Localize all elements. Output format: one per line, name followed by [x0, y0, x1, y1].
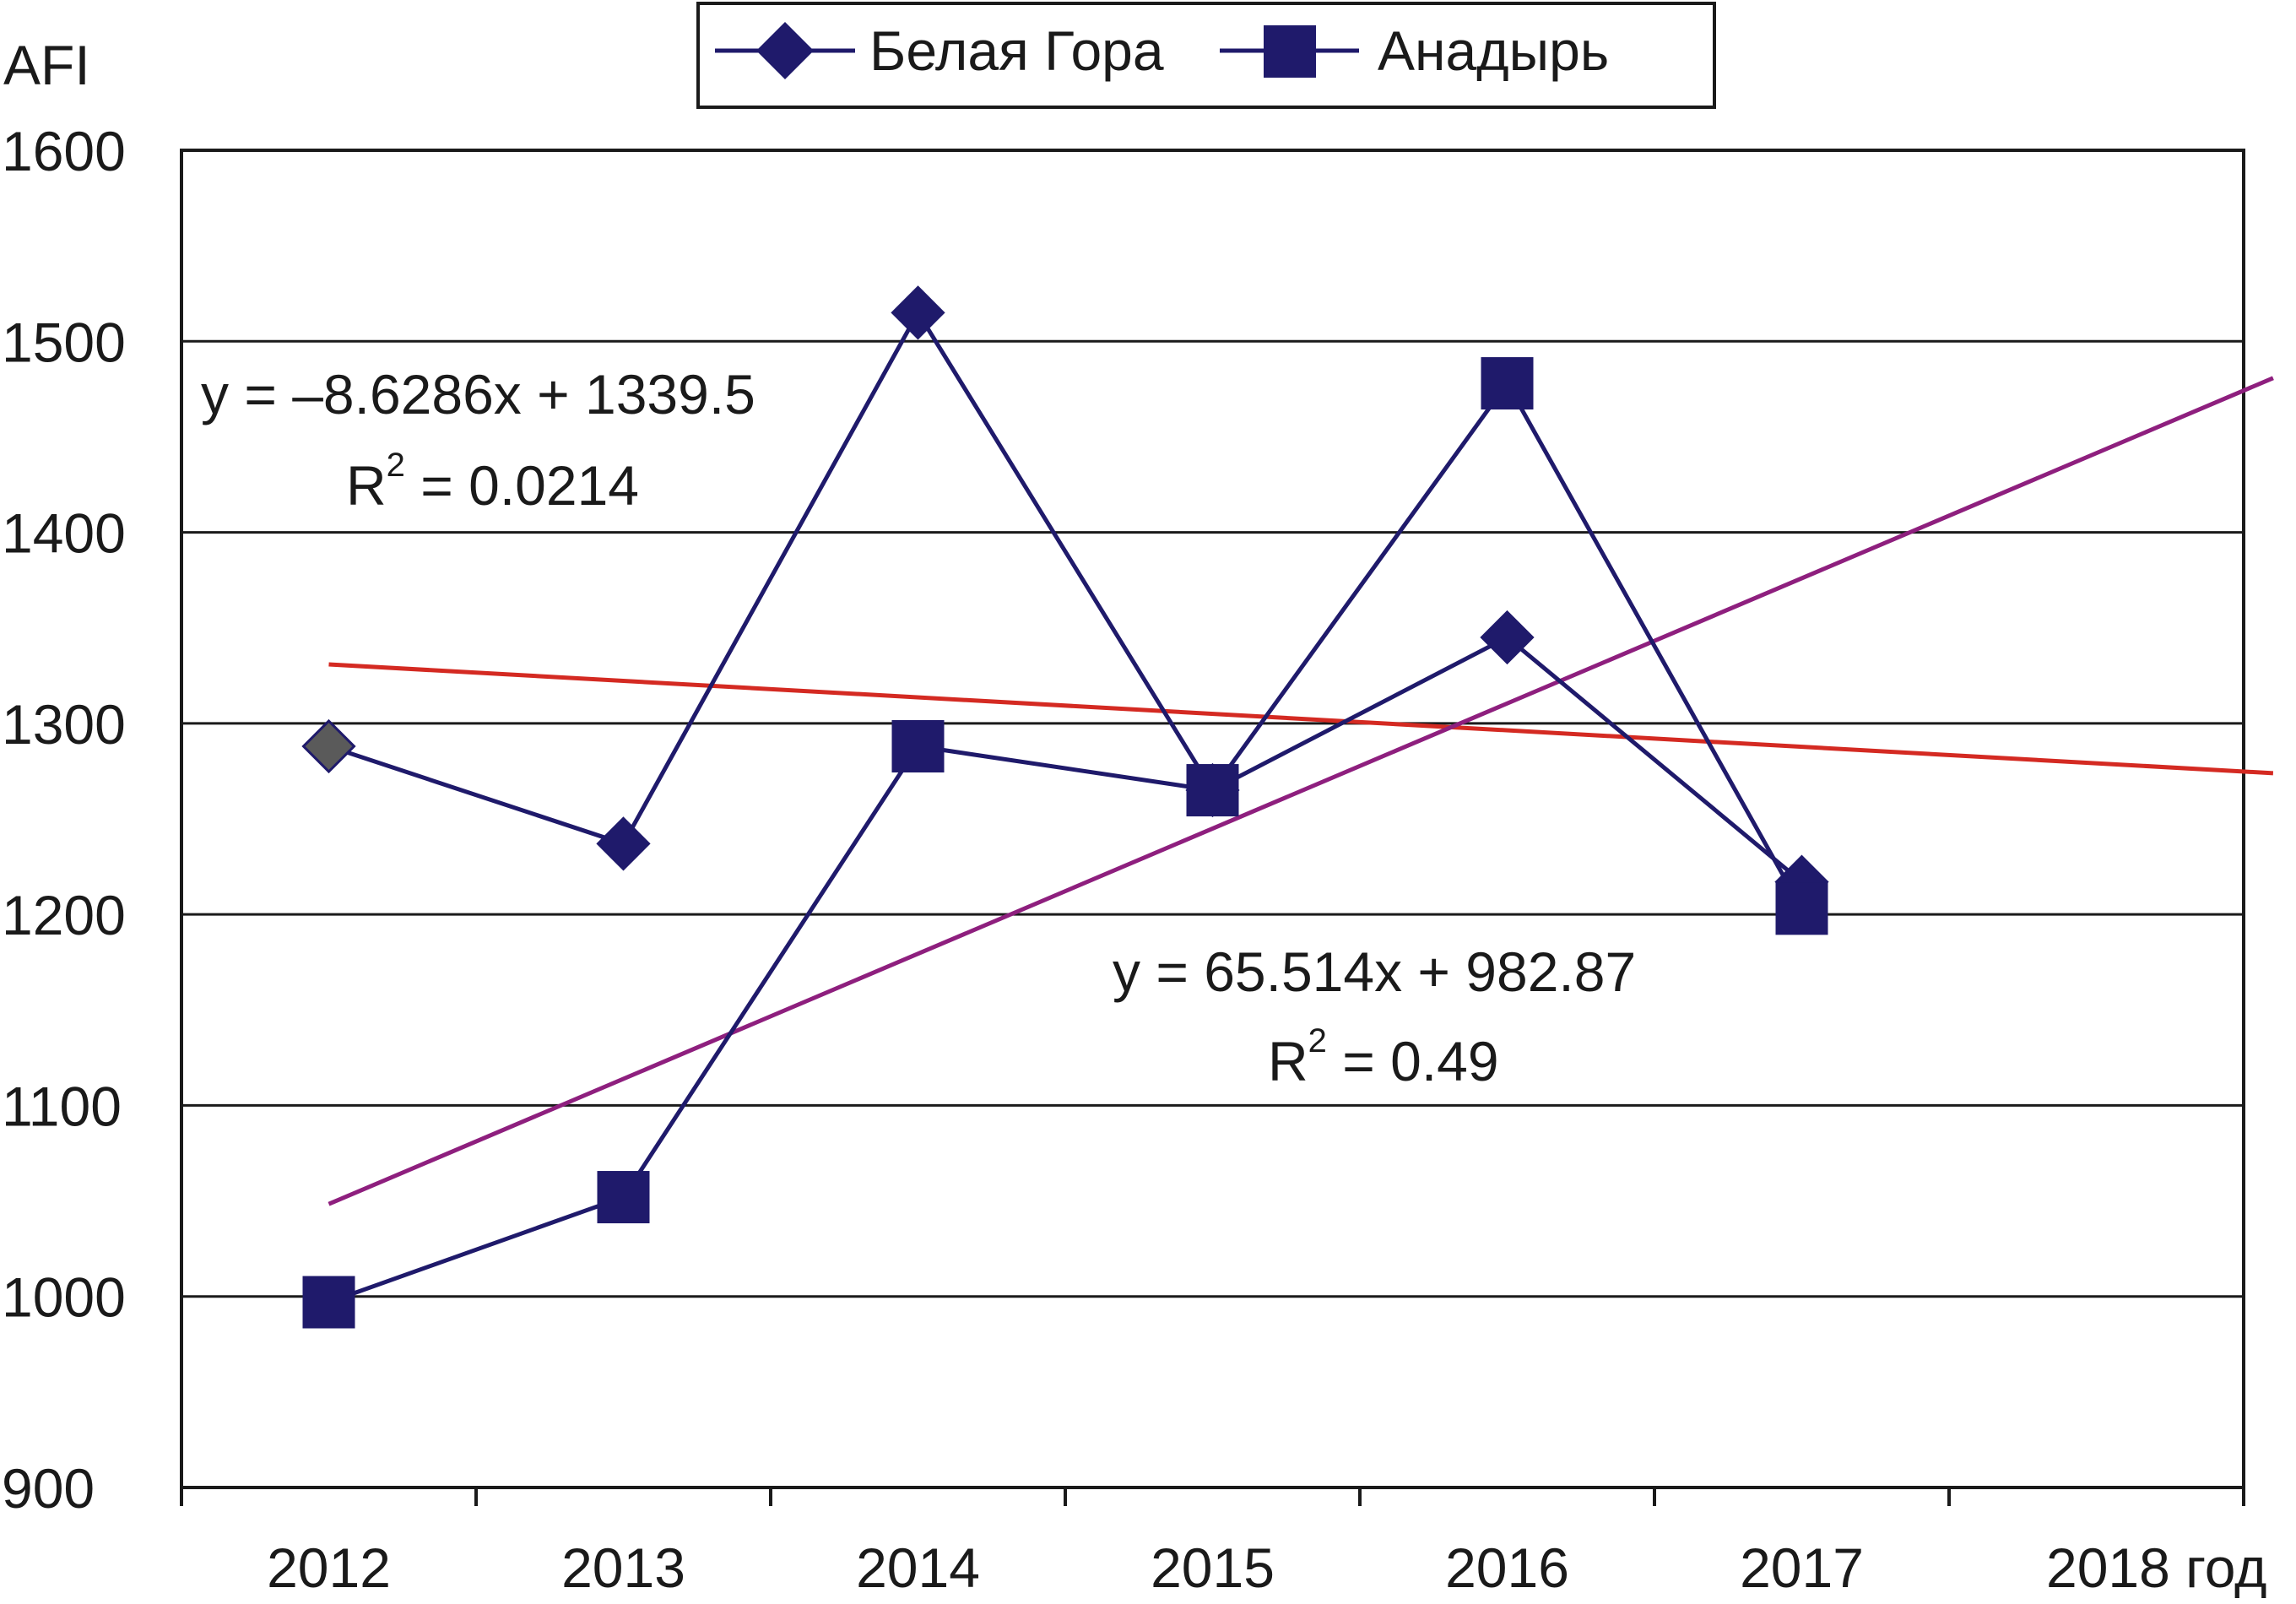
equation-anadyr: y = 65.514x + 982.87 R2 = 0.49: [1113, 940, 1636, 1092]
y-tick-label: 1300: [2, 693, 126, 756]
trendline-anadyr: [328, 376, 2274, 1206]
x-axis: 2012 2013 2014 2015 2016 2017 2018 год: [180, 1486, 2267, 1599]
gridlines: [181, 339, 2244, 1298]
trendline-belaya-gora: [328, 662, 2274, 776]
series: [301, 285, 1829, 1329]
x-tick-label: 2016: [1445, 1536, 1569, 1599]
r2-value-anadyr: = 0.49: [1327, 1030, 1499, 1092]
y-tick-label: 1000: [2, 1266, 126, 1329]
y-tick-label: 1500: [2, 311, 126, 373]
r2-label: R: [1268, 1030, 1308, 1092]
r2-value-belaya-gora: = 0.0214: [405, 454, 639, 517]
data-point-diamond: [1480, 610, 1535, 665]
x-tick-label: 2014: [856, 1536, 980, 1599]
x-tick-label: 2017: [1740, 1536, 1864, 1599]
data-point-square: [302, 1276, 355, 1329]
r2-superscript: 2: [387, 447, 405, 484]
data-point-diamond: [891, 285, 945, 340]
r2-label: R: [346, 454, 387, 517]
equation-text-belaya-gora: y = –8.6286x + 1339.5: [201, 363, 755, 425]
x-tick-label: 2012: [267, 1536, 391, 1599]
data-point-square: [1186, 764, 1239, 817]
plot-area: [180, 149, 2245, 1489]
data-point-square: [891, 720, 945, 773]
legend-box: [696, 2, 1716, 109]
data-point-diamond: [596, 816, 651, 871]
y-tick-label: 1600: [2, 120, 126, 182]
data-point-diamond: [301, 718, 356, 774]
y-tick-labels: 900 1000 1100 1200 1300 1400 1500 1600: [2, 120, 126, 1520]
y-axis-label: AFI: [3, 34, 90, 96]
y-tick-label: 1400: [2, 502, 126, 565]
data-point-square: [1775, 882, 1828, 935]
x-tick-label: 2013: [561, 1536, 685, 1599]
y-tick-label: 1200: [2, 884, 126, 946]
x-tick-label: 2015: [1151, 1536, 1275, 1599]
series-line-belaya-gora: [328, 308, 1804, 884]
legend: Белая Гора Анадырь: [696, 2, 1716, 109]
trendlines: [328, 376, 2274, 1206]
r2-superscript: 2: [1308, 1022, 1327, 1059]
legend-label-belaya-gora: Белая Гора: [869, 19, 1164, 82]
series-line-anadyr: [328, 379, 1804, 1304]
y-tick-label: 900: [2, 1457, 95, 1520]
data-point-square: [597, 1171, 650, 1224]
legend-label-anadyr: Анадырь: [1378, 19, 1609, 82]
r2-text-belaya-gora: R2 = 0.0214: [346, 447, 639, 517]
legend-marker-square: [1264, 25, 1316, 78]
y-tick-label: 1100: [2, 1075, 122, 1137]
data-point-square: [1481, 357, 1534, 410]
legend-marker-diamond: [756, 22, 814, 79]
equation-text-anadyr: y = 65.514x + 982.87: [1113, 940, 1636, 1003]
equation-belaya-gora: y = –8.6286x + 1339.5 R2 = 0.0214: [201, 363, 755, 517]
r2-text-anadyr: R2 = 0.49: [1268, 1022, 1499, 1092]
x-tick-label: 2018 год: [2046, 1536, 2267, 1599]
